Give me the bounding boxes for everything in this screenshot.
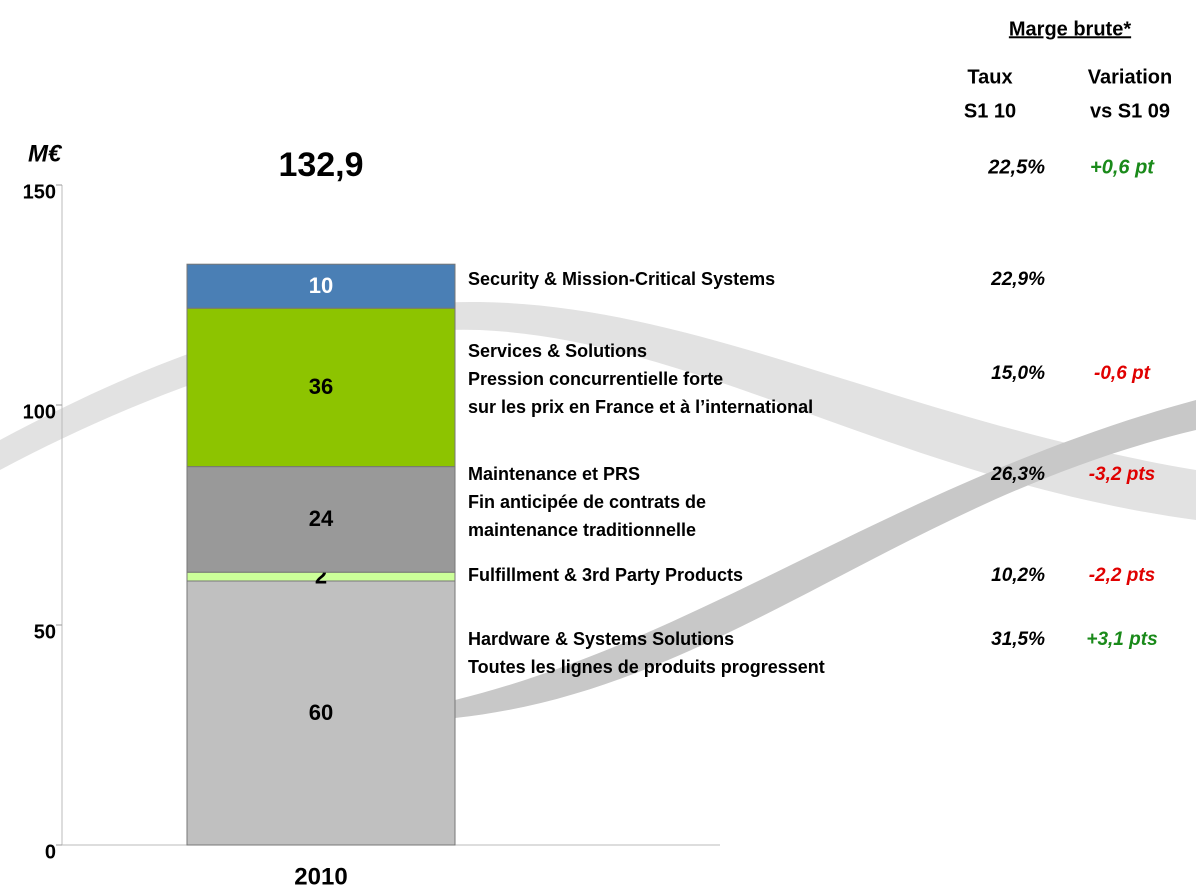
segment-label: 60 (309, 700, 333, 725)
table-header: vs S1 09 (1090, 100, 1170, 122)
margin-rate: 31,5% (991, 629, 1045, 650)
segment-label: 36 (309, 374, 333, 399)
segment-detail: Toutes les lignes de produits progressen… (468, 657, 825, 677)
margin-variation: +3,1 pts (1086, 629, 1157, 650)
x-tick-label: 2010 (294, 863, 347, 890)
margin-rate: 15,0% (991, 363, 1045, 384)
y-tick-label: 100 (23, 401, 56, 423)
segment-detail: Fin anticipée de contrats de (468, 492, 706, 512)
table-header: S1 10 (964, 100, 1016, 122)
margin-variation: -0,6 pt (1094, 363, 1151, 384)
y-tick-label: 0 (45, 841, 56, 863)
table-title: Marge brute* (1009, 18, 1131, 40)
segment-detail: Pression concurrentielle forte (468, 369, 723, 389)
margin-variation: -3,2 pts (1089, 464, 1156, 485)
segment-name: Maintenance et PRS (468, 464, 640, 484)
segment-detail: sur les prix en France et à l’internatio… (468, 397, 813, 417)
margin-variation: -2,2 pts (1089, 565, 1156, 586)
margin-rate: 22,9% (990, 269, 1045, 290)
y-tick-label: 50 (34, 621, 56, 643)
margin-rate: 26,3% (990, 464, 1045, 485)
chart: Marge brute* Taux S1 10 Variation vs S1 … (0, 0, 1196, 890)
table-header: Taux (967, 66, 1012, 88)
margin-rate: 10,2% (991, 565, 1045, 586)
total-rate: 22,5% (987, 156, 1045, 178)
unit-label: M€ (28, 140, 63, 167)
segment-name: Fulfillment & 3rd Party Products (468, 565, 743, 585)
total-label: 132,9 (278, 146, 363, 184)
table-header: Variation (1088, 66, 1172, 88)
segment-name: Hardware & Systems Solutions (468, 629, 734, 649)
segment-detail: maintenance traditionnelle (468, 520, 696, 540)
total-variation: +0,6 pt (1090, 156, 1155, 178)
y-tick-label: 150 (23, 181, 56, 203)
segment-label: 10 (309, 273, 333, 298)
segment-label: 24 (309, 506, 334, 531)
segment-name: Services & Solutions (468, 341, 647, 361)
segment-name: Security & Mission-Critical Systems (468, 269, 775, 289)
